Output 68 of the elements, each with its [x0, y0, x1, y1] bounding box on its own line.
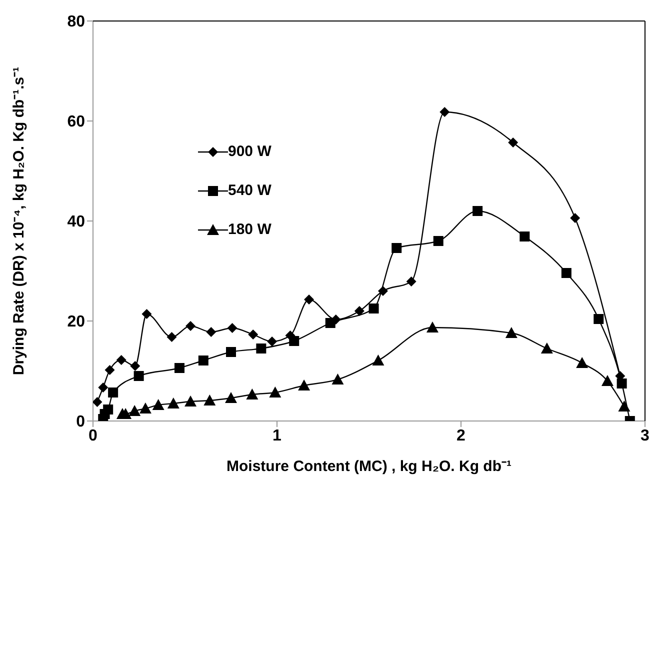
x-tick-label: 1	[272, 427, 282, 444]
y-tick-label: 0	[76, 414, 86, 431]
x-axis-title: Moisture Content (MC) , kg H₂O. Kg db⁻¹	[226, 458, 512, 475]
point	[406, 276, 416, 286]
point	[174, 363, 184, 373]
point	[508, 138, 518, 148]
point	[98, 382, 108, 392]
point	[248, 330, 258, 340]
point	[368, 304, 379, 314]
point	[570, 213, 580, 223]
point	[304, 294, 314, 304]
point	[142, 309, 152, 319]
point	[540, 342, 553, 354]
point	[93, 397, 102, 407]
point	[116, 355, 126, 365]
point	[166, 332, 177, 342]
point	[594, 314, 604, 324]
point	[206, 327, 216, 337]
point	[227, 323, 238, 333]
point	[226, 347, 236, 357]
point	[267, 336, 278, 346]
point	[167, 398, 180, 408]
point	[616, 378, 627, 388]
point	[298, 380, 310, 390]
point	[225, 392, 237, 403]
point	[103, 404, 114, 414]
point	[576, 357, 588, 368]
x-tick-label: 2	[456, 427, 466, 444]
point	[372, 354, 384, 366]
point	[204, 394, 216, 406]
point	[128, 405, 141, 416]
point	[426, 322, 438, 332]
point	[520, 232, 530, 242]
x-tick-label: 0	[88, 427, 98, 444]
point	[561, 268, 572, 278]
point	[392, 243, 402, 253]
point	[104, 365, 115, 375]
y-axis-title: Drying Rate (DR) x 10⁻⁴, kg H₂O. Kg db⁻¹.s⁻¹	[10, 66, 28, 376]
point	[134, 371, 144, 381]
y-tick-label: 60	[67, 114, 86, 131]
point	[186, 321, 196, 331]
point	[184, 396, 197, 406]
point	[152, 399, 164, 410]
point	[325, 318, 336, 328]
y-tick-label: 80	[67, 14, 86, 31]
y-tick-label: 40	[67, 214, 86, 231]
legend-label: 180 W	[228, 221, 272, 238]
point	[354, 306, 364, 316]
point	[139, 402, 152, 414]
point	[505, 327, 518, 338]
point	[440, 107, 450, 117]
point	[108, 388, 118, 398]
y-tick-label: 20	[67, 314, 86, 331]
point	[246, 388, 258, 400]
legend-label: 900 W	[228, 143, 272, 160]
point	[130, 361, 140, 371]
point	[269, 386, 282, 398]
point	[378, 286, 388, 296]
point	[289, 336, 300, 346]
point	[198, 356, 208, 366]
point	[618, 400, 630, 412]
point	[601, 375, 614, 386]
point	[256, 344, 266, 354]
point	[472, 206, 483, 216]
legend-label: 540 W	[228, 182, 272, 199]
point	[433, 236, 444, 246]
point	[332, 374, 344, 384]
x-tick-label: 3	[640, 427, 650, 444]
